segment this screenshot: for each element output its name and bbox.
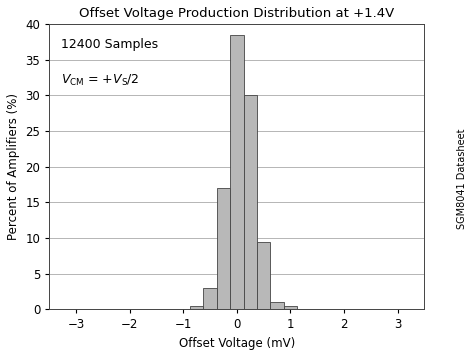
Text: SGM8041 Datasheet: SGM8041 Datasheet	[457, 128, 467, 229]
Bar	[230, 35, 244, 310]
Bar	[190, 306, 203, 310]
Y-axis label: Percent of Amplifiers (%): Percent of Amplifiers (%)	[7, 93, 20, 240]
Bar	[244, 95, 257, 310]
Bar	[217, 188, 230, 310]
Bar	[203, 288, 217, 310]
Bar	[284, 306, 297, 310]
Bar	[257, 242, 270, 310]
Bar	[270, 302, 284, 310]
Text: 12400 Samples: 12400 Samples	[61, 38, 158, 51]
Title: Offset Voltage Production Distribution at +1.4V: Offset Voltage Production Distribution a…	[79, 7, 394, 20]
X-axis label: Offset Voltage (mV): Offset Voltage (mV)	[179, 337, 295, 350]
Text: $\mathit{V}_{\rm CM}$ = +$\mathit{V}_{\rm S}$/2: $\mathit{V}_{\rm CM}$ = +$\mathit{V}_{\r…	[61, 72, 139, 87]
